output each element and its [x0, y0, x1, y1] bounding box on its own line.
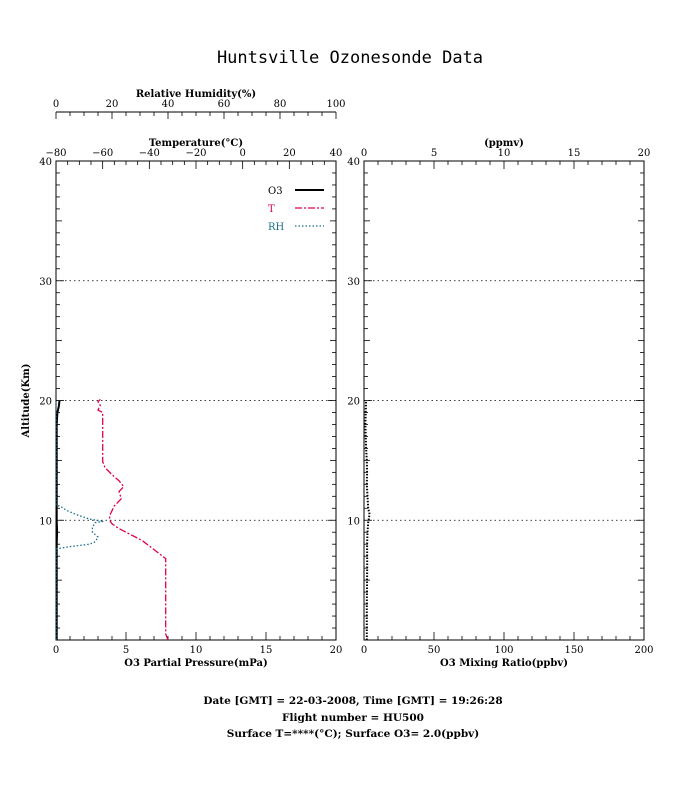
y-tick-label: 30 [39, 277, 52, 288]
x-tick-label-top: 0 [239, 148, 245, 159]
x-axis-title-bottom: O3 Mixing Ratio(ppbv) [440, 658, 568, 669]
x-tick-label-bottom: 15 [260, 645, 273, 656]
x-tick-label-bottom: 100 [494, 645, 513, 656]
x-axis-title-top: (ppmv) [484, 138, 524, 149]
x-tick-label-top: −20 [185, 148, 206, 159]
series-line-rh [55, 400, 104, 640]
x-tick-label-top: −40 [139, 148, 160, 159]
left-panel: 10 20 30 40 0 5 10 15 20 O3 Partial Pressure(mPa)… [21, 89, 346, 669]
x-tick-label-bottom: 150 [564, 645, 583, 656]
y-axis-title: Altitude(Km) [21, 364, 32, 439]
y-tick-label: 40 [347, 157, 360, 168]
x-tick-label-bottom: 5 [123, 645, 129, 656]
x-tick-label-top: 0 [361, 148, 367, 159]
x-tick-label-bottom: 0 [361, 645, 367, 656]
rh-tick-label: 0 [53, 99, 59, 110]
rh-tick-label: 100 [326, 99, 345, 110]
series-line-o3 [55, 400, 61, 640]
footer-flight-number: Flight number = HU500 [282, 712, 424, 724]
y-tick-label: 40 [39, 157, 52, 168]
rh-tick-label: 20 [106, 99, 119, 110]
y-tick-label: 20 [347, 397, 360, 408]
x-tick-label-top: 10 [498, 148, 511, 159]
x-axis-title-top: Temperature(°C) [149, 138, 243, 149]
x-tick-label-top: 5 [431, 148, 437, 159]
y-tick-label: 30 [347, 277, 360, 288]
x-tick-label-bottom: 0 [53, 645, 59, 656]
x-axis-title-bottom: O3 Partial Pressure(mPa) [124, 658, 267, 669]
x-tick-label-top: −80 [45, 148, 66, 159]
x-tick-label-bottom: 20 [330, 645, 343, 656]
x-tick-label-bottom: 50 [428, 645, 441, 656]
rh-tick-label: 80 [274, 99, 287, 110]
y-tick-label: 10 [347, 516, 360, 527]
x-tick-label-bottom: 10 [190, 645, 203, 656]
x-tick-label-bottom: 200 [634, 645, 653, 656]
x-tick-label-top: −60 [92, 148, 113, 159]
series-line-o3 [364, 400, 371, 640]
footer-date-time: Date [GMT] = 22-03-2008, Time [GMT] = 19… [203, 695, 502, 707]
y-tick-label: 20 [39, 397, 52, 408]
legend-label-o3: O3 [268, 186, 283, 197]
x-tick-label-top: 40 [330, 148, 343, 159]
footer-surface: Surface T=****(°C); Surface O3= 2.0(ppbv… [227, 728, 479, 740]
series-line-t [97, 398, 169, 641]
figure-title: Huntsville Ozonesonde Data [217, 48, 483, 68]
x-tick-label-top: 20 [283, 148, 296, 159]
rh-tick-label: 40 [162, 99, 175, 110]
y-tick-label: 10 [39, 516, 52, 527]
x-tick-label-top: 20 [638, 148, 651, 159]
x-tick-label-top: 15 [568, 148, 581, 159]
rh-axis-title: Relative Humidity(%) [136, 89, 256, 100]
legend-label-rh: RH [268, 222, 285, 233]
rh-tick-label: 60 [218, 99, 231, 110]
legend-label-t: T [268, 204, 275, 215]
